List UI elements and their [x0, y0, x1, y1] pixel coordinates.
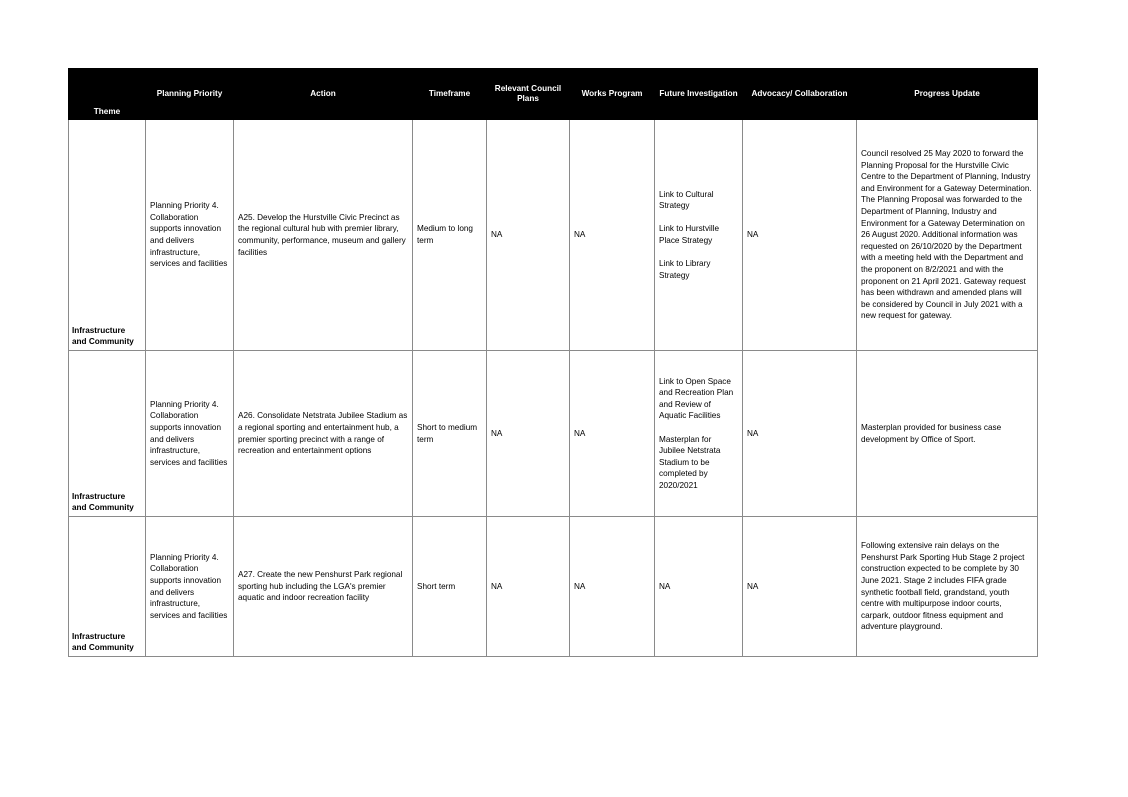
future-investigation-item: Link to Open Space and Recreation Plan a…: [659, 376, 734, 421]
advocacy-collaboration-cell: NA: [742, 516, 857, 657]
action-cell: A25. Develop the Hurstville Civic Precin…: [233, 119, 413, 351]
progress-update-cell: Council resolved 25 May 2020 to forward …: [856, 119, 1038, 351]
header-relevant-council-plans: Relevant Council Plans: [486, 68, 570, 120]
timeframe-cell: Short to medium term: [412, 350, 487, 517]
advocacy-collaboration-cell: NA: [742, 350, 857, 517]
relevant-council-plans-cell: NA: [486, 350, 570, 517]
table-row: Infrastructure and Community Planning Pr…: [68, 516, 1038, 657]
theme-cell: Infrastructure and Community: [68, 516, 146, 657]
planning-priority-cell: Planning Priority 4. Collaboration suppo…: [145, 350, 234, 517]
progress-update-cell: Following extensive rain delays on the P…: [856, 516, 1038, 657]
table-row: Infrastructure and Community Planning Pr…: [68, 350, 1038, 517]
table-row: Infrastructure and Community Planning Pr…: [68, 119, 1038, 351]
planning-priority-cell: Planning Priority 4. Collaboration suppo…: [145, 516, 234, 657]
timeframe-cell: Short term: [412, 516, 487, 657]
action-cell: A26. Consolidate Netstrata Jubilee Stadi…: [233, 350, 413, 517]
future-investigation-cell: NA: [654, 516, 743, 657]
relevant-council-plans-cell: NA: [486, 119, 570, 351]
header-theme: Theme: [68, 68, 146, 120]
future-investigation-cell: Link to Open Space and Recreation Plan a…: [654, 350, 743, 517]
future-investigation-item: Masterplan for Jubilee Netstrata Stadium…: [659, 434, 721, 490]
header-progress-update: Progress Update: [856, 68, 1038, 120]
works-program-cell: NA: [569, 119, 655, 351]
works-program-cell: NA: [569, 350, 655, 517]
theme-cell: Infrastructure and Community: [68, 119, 146, 351]
future-investigation-item: NA: [659, 581, 671, 591]
future-investigation-item: Link to Cultural Strategy: [659, 189, 714, 211]
header-advocacy-collaboration: Advocacy/ Collaboration: [742, 68, 857, 120]
progress-update-cell: Masterplan provided for business case de…: [856, 350, 1038, 517]
header-future-investigation: Future Investigation: [654, 68, 743, 120]
theme-cell: Infrastructure and Community: [68, 350, 146, 517]
header-timeframe: Timeframe: [412, 68, 487, 120]
works-program-cell: NA: [569, 516, 655, 657]
advocacy-collaboration-cell: NA: [742, 119, 857, 351]
action-plan-table-container: Theme Planning Priority Action Timeframe…: [68, 68, 1038, 657]
header-planning-priority: Planning Priority: [145, 68, 234, 120]
timeframe-cell: Medium to long term: [412, 119, 487, 351]
relevant-council-plans-cell: NA: [486, 516, 570, 657]
future-investigation-item: Link to Hurstville Place Strategy: [659, 224, 720, 245]
future-investigation-item: Link to Library Strategy: [659, 259, 711, 280]
action-plan-table: Theme Planning Priority Action Timeframe…: [68, 68, 1038, 657]
header-row: Theme Planning Priority Action Timeframe…: [68, 68, 1038, 120]
future-investigation-cell: Link to Cultural Strategy Link to Hurstv…: [654, 119, 743, 351]
planning-priority-cell: Planning Priority 4. Collaboration suppo…: [145, 119, 234, 351]
header-action: Action: [233, 68, 413, 120]
header-works-program: Works Program: [569, 68, 655, 120]
action-cell: A27. Create the new Penshurst Park regio…: [233, 516, 413, 657]
